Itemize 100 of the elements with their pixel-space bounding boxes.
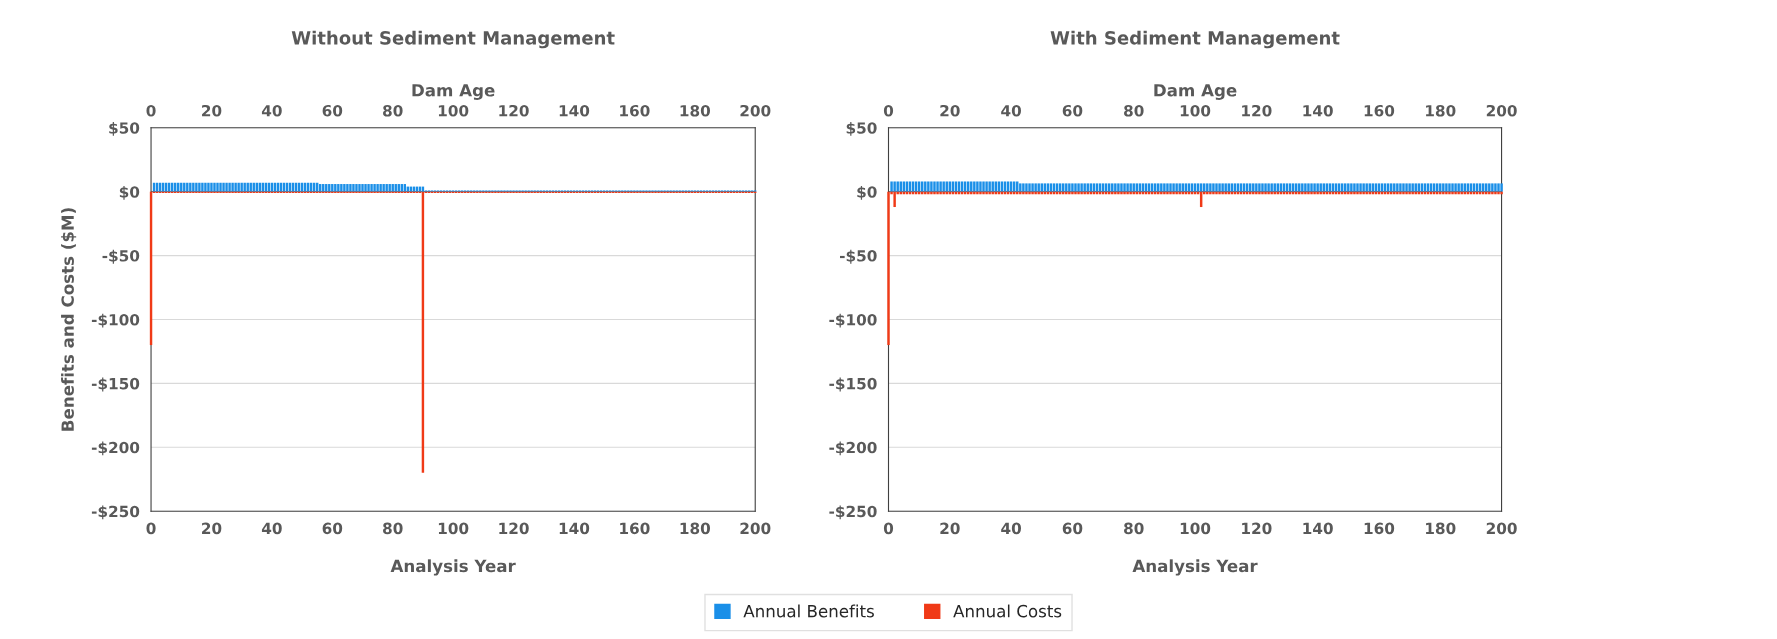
x-tick-label: 60 [322, 104, 343, 117]
x-tick-label: 200 [1486, 104, 1517, 117]
bar [379, 184, 382, 192]
y-tick-label: -$100 [829, 313, 877, 328]
x-tick-label: 20 [940, 104, 960, 117]
x2-tick-label: 200 [740, 522, 771, 535]
x-tick-label: 0 [883, 104, 894, 117]
x-tick-label: 120 [499, 104, 529, 117]
x2-tick-label: 40 [261, 522, 282, 535]
bar [213, 182, 216, 192]
bar [340, 184, 343, 192]
bar [355, 184, 358, 192]
x-tick-label: 180 [1426, 104, 1456, 117]
y-tick-label: $0 [857, 185, 877, 200]
bar [370, 184, 373, 192]
x2-tick-label: 140 [1303, 522, 1333, 535]
legend-label: Annual Costs [953, 604, 1062, 618]
x-tick-label: 80 [383, 104, 403, 117]
x2-tick-label: 120 [1242, 522, 1272, 535]
x-tick-label: 140 [559, 104, 590, 117]
bar [225, 182, 228, 192]
x-axis-title: Analysis Year [390, 559, 516, 576]
x2-axis-title: Dam Age [412, 84, 495, 100]
bar [373, 184, 376, 192]
bar [352, 184, 355, 192]
bar [234, 182, 237, 192]
bar [349, 184, 352, 192]
x2-tick-label: 60 [1062, 522, 1083, 535]
x-tick-label: 20 [202, 104, 222, 117]
y-tick-label: -$100 [91, 313, 140, 328]
x2-tick-label: 0 [146, 522, 156, 535]
y-tick-label: -$250 [91, 505, 140, 520]
x2-tick-label: 40 [1001, 522, 1022, 535]
bar [367, 184, 370, 192]
x2-tick-label: 0 [883, 522, 894, 535]
bar [201, 182, 204, 192]
y-tick-label: -$150 [91, 377, 140, 392]
y-tick-label: $50 [109, 122, 140, 136]
x2-tick-label: 180 [680, 522, 711, 535]
bar [346, 184, 349, 192]
y-tick-label: -$250 [829, 505, 877, 520]
x2-tick-label: 100 [438, 522, 469, 535]
bar [237, 182, 240, 192]
x2-tick-label: 180 [1426, 522, 1456, 535]
y-tick-label: -$150 [829, 377, 877, 392]
bar [228, 182, 231, 192]
x2-tick-label: 80 [1124, 522, 1144, 535]
x2-tick-label: 20 [940, 522, 960, 535]
x-tick-label: 80 [1124, 104, 1144, 117]
y-tick-label: -$50 [102, 249, 140, 264]
x-tick-label: 140 [1303, 104, 1333, 117]
x-tick-label: 60 [1062, 104, 1083, 117]
bar [382, 184, 385, 192]
x-tick-label: 120 [1242, 104, 1272, 117]
y-tick-label: -$50 [839, 249, 877, 264]
bar [195, 182, 198, 192]
bar [219, 182, 222, 192]
bar [222, 182, 225, 192]
x2-tick-label: 20 [202, 522, 222, 535]
bar [189, 182, 192, 192]
x2-tick-label: 160 [620, 522, 650, 535]
bar [216, 182, 219, 192]
x-tick-label: 40 [1001, 104, 1022, 117]
x-tick-label: 160 [620, 104, 650, 117]
y-axis-title: Benefits and Costs ($M) [61, 208, 77, 431]
x2-axis-title: Dam Age [1154, 84, 1237, 100]
bar [385, 184, 388, 192]
bar [364, 184, 367, 192]
x-axis-title: Analysis Year [1132, 559, 1258, 576]
x2-tick-label: 120 [499, 522, 529, 535]
x2-tick-label: 140 [559, 522, 590, 535]
x-tick-label: 100 [1180, 104, 1211, 117]
bar [358, 184, 361, 192]
x2-tick-label: 160 [1364, 522, 1395, 535]
x2-tick-label: 80 [383, 522, 403, 535]
bar [376, 184, 379, 192]
bar [361, 184, 364, 192]
bar [334, 184, 337, 192]
x-tick-label: 40 [261, 104, 282, 117]
x2-tick-label: 100 [1180, 522, 1211, 535]
x-tick-label: 0 [146, 104, 156, 117]
chart-title: With Sediment Management [1050, 30, 1340, 49]
bar [204, 182, 207, 192]
chart-title: Without Sediment Management [291, 30, 615, 49]
bar [210, 182, 213, 192]
y-tick-label: -$200 [829, 441, 877, 456]
y-tick-label: -$200 [91, 441, 140, 456]
bar [198, 182, 201, 192]
bar [231, 182, 234, 192]
x-tick-label: 180 [680, 104, 711, 117]
bar [192, 182, 195, 192]
y-tick-label: $50 [846, 122, 877, 136]
bar [240, 182, 243, 192]
x2-tick-label: 60 [322, 522, 343, 535]
legend-label: Annual Benefits [743, 604, 874, 618]
y-tick-label: $0 [119, 185, 140, 200]
bar [337, 184, 340, 192]
bar [343, 184, 346, 192]
x-tick-label: 160 [1364, 104, 1395, 117]
x-tick-label: 200 [740, 104, 771, 117]
